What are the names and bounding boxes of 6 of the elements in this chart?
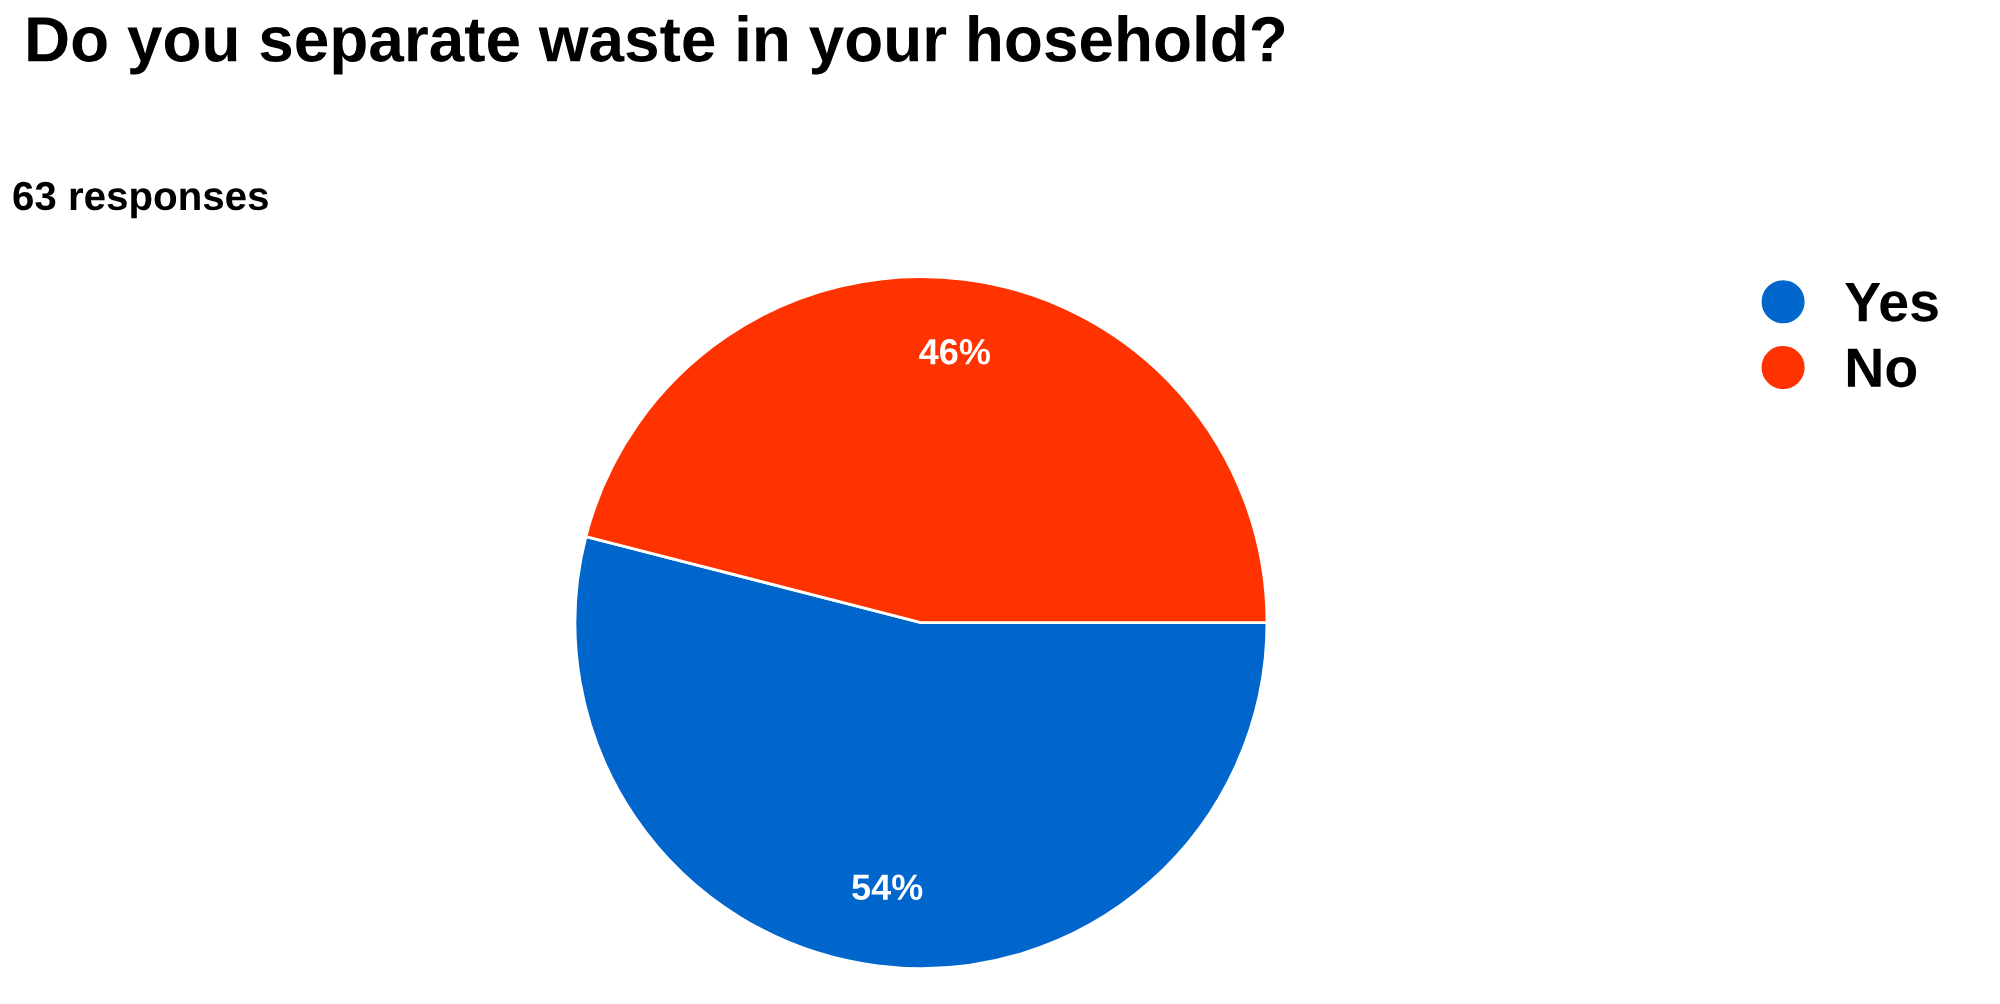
data-label: 54% bbox=[852, 874, 923, 901]
data-label: 46% bbox=[919, 338, 991, 365]
legend-label: No bbox=[1847, 348, 1917, 388]
legend-label: Yes bbox=[1845, 282, 1938, 322]
text: 63 responses bbox=[13, 181, 268, 219]
chart-title: Do you separate waste in your hosehold? bbox=[28, 15, 1285, 75]
